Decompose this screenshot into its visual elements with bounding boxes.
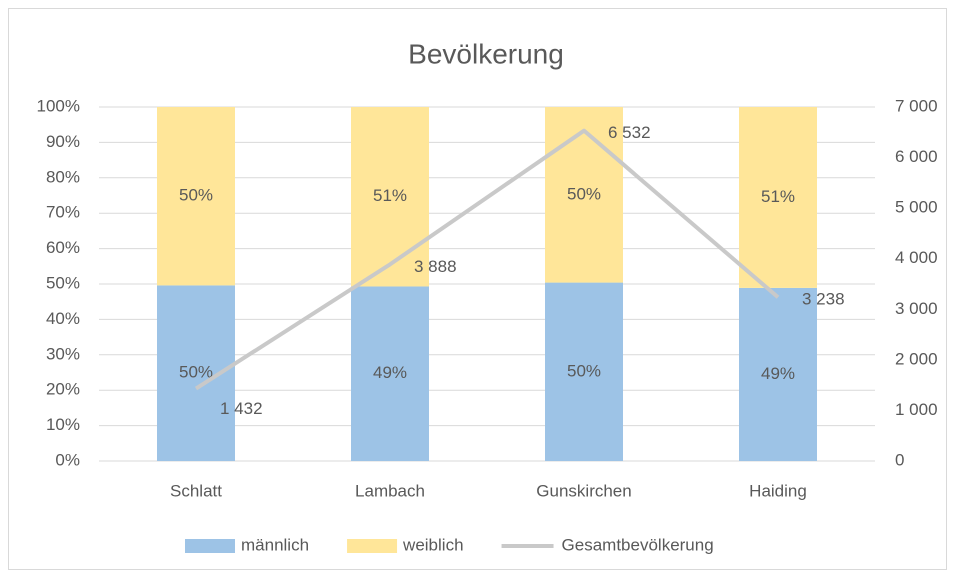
legend-label: männlich (241, 535, 309, 554)
y-tick-label: 60% (46, 238, 80, 257)
line-value-label: 3 238 (802, 290, 845, 309)
y2-tick-label: 6 000 (895, 147, 938, 166)
y-tick-label: 50% (46, 273, 80, 292)
bar-segment (351, 107, 429, 287)
bar-segment (157, 107, 235, 286)
y2-tick-label: 3 000 (895, 299, 938, 318)
bar-value-label: 50% (567, 184, 601, 203)
y2-tick-label: 5 000 (895, 198, 938, 217)
y-tick-label: 70% (46, 203, 80, 222)
y2-tick-label: 7 000 (895, 96, 938, 115)
y-tick-label: 90% (46, 132, 80, 151)
line-value-label: 3 888 (414, 257, 457, 276)
x-tick-label: Gunskirchen (536, 481, 631, 500)
y-tick-label: 80% (46, 167, 80, 186)
bar-segment (739, 107, 817, 288)
chart-title: Bevölkerung (408, 38, 564, 69)
y2-tick-label: 0 (895, 450, 904, 469)
line-value-label: 1 432 (220, 399, 263, 418)
x-tick-label: Lambach (355, 481, 425, 500)
y-tick-label: 30% (46, 344, 80, 363)
y-tick-label: 40% (46, 309, 80, 328)
bar-segment (545, 282, 623, 461)
y-tick-label: 0% (55, 450, 80, 469)
y2-tick-label: 4 000 (895, 248, 938, 267)
bar-value-label: 51% (761, 187, 795, 206)
bar-value-label: 51% (373, 186, 407, 205)
bar-segment (351, 286, 429, 461)
y-tick-label: 10% (46, 415, 80, 434)
bar-value-label: 50% (567, 361, 601, 380)
legend-label: weiblich (402, 535, 463, 554)
x-tick-label: Haiding (749, 481, 807, 500)
legend-swatch (347, 539, 398, 553)
legend-swatch (185, 539, 235, 553)
bar-value-label: 50% (179, 363, 213, 382)
y2-tick-label: 1 000 (895, 400, 938, 419)
y-tick-label: 100% (37, 96, 80, 115)
bar-segment (739, 287, 817, 461)
bar-segment (545, 107, 623, 283)
bar-value-label: 49% (373, 363, 407, 382)
y-tick-label: 20% (46, 380, 80, 399)
bar-value-label: 49% (761, 364, 795, 383)
line-value-label: 6 532 (608, 123, 651, 142)
x-tick-label: Schlatt (170, 481, 222, 500)
legend-label: Gesamtbevölkerung (562, 535, 714, 554)
bar-value-label: 50% (179, 186, 213, 205)
y2-tick-label: 2 000 (895, 349, 938, 368)
line-series (194, 128, 780, 391)
